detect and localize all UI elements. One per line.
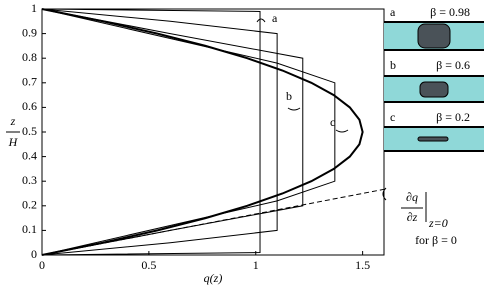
leader xyxy=(382,187,387,201)
annotation: ∂z xyxy=(407,210,418,224)
curve xyxy=(41,8,278,256)
droplet xyxy=(417,136,449,142)
y-tick-label: 1 xyxy=(31,1,37,15)
annotation: z=0 xyxy=(428,216,448,230)
droplet xyxy=(417,23,451,49)
y-tick-label: 0.4 xyxy=(22,148,37,162)
curve xyxy=(41,8,261,256)
leader xyxy=(335,129,349,133)
y-tick-label: 0.9 xyxy=(22,25,37,39)
leader xyxy=(287,107,301,111)
x-tick-label: 1 xyxy=(253,258,259,272)
curve-label: c xyxy=(330,115,335,129)
inset-label: a xyxy=(390,5,396,19)
y-tick-label: 0 xyxy=(31,247,37,261)
inset-text: β = 0.6 xyxy=(436,58,470,72)
inset: a β = 0.98 b β = 0.6 c β = 0.2 xyxy=(384,5,484,152)
x-tick-label: 0.5 xyxy=(141,258,156,272)
y-tick-label: 0.5 xyxy=(22,124,37,138)
x-tick-label: 0 xyxy=(39,258,45,272)
y-axis-label: H xyxy=(8,135,19,149)
y-tick-label: 0.2 xyxy=(22,198,37,212)
inset-text: β = 0.2 xyxy=(436,110,470,124)
inset-text: β = 0.98 xyxy=(430,5,470,19)
curve-label: a xyxy=(272,11,278,25)
y-tick-label: 0.7 xyxy=(22,75,37,89)
inset-label: c xyxy=(390,110,395,124)
y-tick-label: 0.8 xyxy=(22,50,37,64)
y-tick-label: 0.1 xyxy=(22,222,37,236)
droplet xyxy=(419,81,449,98)
curve xyxy=(41,188,385,256)
annotation: ∂q xyxy=(406,190,418,204)
y-tick-label: 0.6 xyxy=(22,99,37,113)
x-axis-label: q(z) xyxy=(204,271,223,285)
x-tick-label: 1.5 xyxy=(355,258,370,272)
curve xyxy=(41,8,336,256)
leader xyxy=(256,18,266,23)
y-axis-label: z xyxy=(10,114,16,128)
annotation: for β = 0 xyxy=(415,233,457,247)
curve xyxy=(41,8,304,256)
curve-label: b xyxy=(286,89,292,103)
plot-frame xyxy=(41,8,385,256)
y-tick-label: 0.3 xyxy=(22,173,37,187)
inset-label: b xyxy=(390,58,396,72)
